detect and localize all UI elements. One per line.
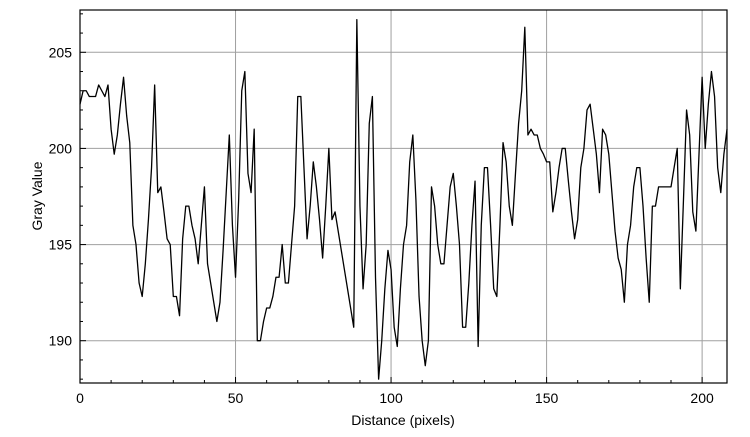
y-tick-label: 200 [49,140,73,156]
x-axis-title: Distance (pixels) [351,412,454,428]
y-axis-title: Gray Value [29,161,45,230]
plot-frame [79,9,728,384]
tick-labels: 0 50 100 150 200 190 195 200 205 [49,44,714,406]
series-layer [79,18,728,380]
gridlines [80,10,727,383]
y-tick-label: 190 [49,333,73,349]
x-tick-label: 0 [76,390,84,406]
x-tick-label: 50 [228,390,244,406]
data-series-line-0 [79,18,728,380]
y-tick-label: 195 [49,237,73,253]
x-tick-label: 100 [379,390,403,406]
y-tick-label: 205 [49,44,73,60]
axis-ticks [79,13,703,383]
x-tick-label: 200 [690,390,714,406]
x-tick-label: 150 [535,390,559,406]
